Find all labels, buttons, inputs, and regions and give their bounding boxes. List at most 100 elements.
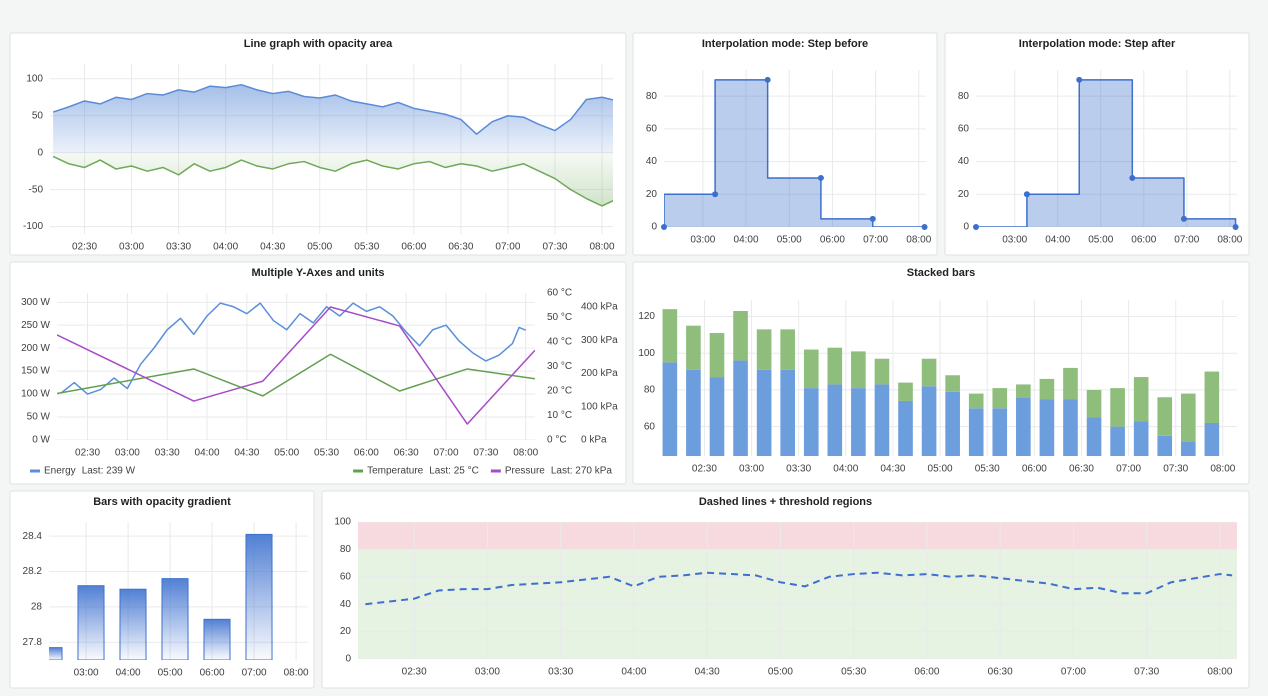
- y-tick-label: 0: [345, 654, 351, 665]
- y-tick-label: 100 W: [21, 389, 50, 400]
- data-point: [1129, 174, 1136, 181]
- y-tick-label: 60: [958, 124, 970, 135]
- bar: [77, 585, 105, 660]
- y-tick-label: 20: [340, 626, 352, 637]
- x-tick-label: 07:30: [542, 242, 567, 253]
- legend-item: Temperature Last: 25 °C: [353, 466, 479, 477]
- y-tick-label: 40: [646, 156, 658, 167]
- x-tick-label: 07:00: [495, 242, 520, 253]
- y-tick-label: 50 °C: [547, 312, 572, 323]
- y-tick-label: 60: [644, 421, 656, 432]
- data-point: [1232, 224, 1239, 230]
- y-tick-label: 0: [37, 147, 43, 158]
- y-tick-label: 80: [646, 91, 658, 102]
- bar: [161, 578, 189, 660]
- x-tick-label: 08:00: [1207, 667, 1232, 678]
- bar: [874, 384, 890, 456]
- y-tick-label: 0: [651, 222, 657, 233]
- x-tick-label: 03:00: [1002, 235, 1027, 246]
- bar: [780, 329, 795, 370]
- x-tick-label: 07:00: [434, 448, 459, 459]
- x-tick-label: 04:00: [116, 668, 141, 679]
- bar: [1180, 441, 1196, 456]
- x-tick-label: 04:00: [833, 464, 858, 475]
- bar: [1110, 426, 1125, 456]
- y-tick-label: 50: [32, 110, 44, 121]
- bar: [756, 369, 772, 456]
- y-tick-label: 150 W: [21, 366, 50, 377]
- y-tick-label: 28: [31, 602, 43, 613]
- bar: [662, 309, 678, 363]
- panel: [9, 261, 627, 485]
- y-tick-label: -50: [29, 184, 44, 195]
- x-tick-label: 06:00: [1131, 235, 1156, 246]
- x-tick-label: 03:30: [786, 464, 811, 475]
- bar: [851, 351, 866, 389]
- y-tick-label: 40 °C: [547, 337, 572, 348]
- x-tick-label: 05:30: [314, 448, 339, 459]
- bar: [898, 382, 913, 401]
- legend-value: Last: 239 W: [82, 466, 136, 477]
- y-tick-label: 10 °C: [547, 410, 572, 421]
- x-tick-label: 04:30: [695, 667, 720, 678]
- y-tick-label: 200 W: [21, 343, 50, 354]
- series-line: [52, 83, 613, 135]
- y-tick-label: 28.4: [23, 531, 43, 542]
- bar: [756, 329, 772, 370]
- y-tick-label: 50 W: [27, 412, 51, 423]
- panel: [944, 32, 1250, 256]
- x-tick-label: 03:30: [548, 667, 573, 678]
- bar: [921, 358, 937, 387]
- y-tick-label: 60: [646, 124, 658, 135]
- plot-area: [49, 522, 308, 660]
- x-tick-label: 06:30: [988, 667, 1013, 678]
- y-tick-label: 20: [958, 189, 970, 200]
- threshold-region: [358, 522, 1237, 550]
- x-tick-label: 05:00: [777, 235, 802, 246]
- legend-value: Last: 270 kPa: [551, 466, 613, 477]
- x-tick-label: 02:30: [692, 464, 717, 475]
- bar: [1016, 397, 1031, 456]
- area-fill: [976, 79, 1236, 227]
- data-point: [1023, 191, 1030, 198]
- bar: [1039, 399, 1055, 456]
- x-tick-label: 04:00: [1045, 235, 1070, 246]
- x-tick-label: 04:00: [621, 667, 646, 678]
- area-fill: [53, 152, 613, 206]
- x-tick-label: 03:00: [475, 667, 500, 678]
- y-tick-label: 0 °C: [547, 435, 567, 446]
- y-tick-label: 100: [26, 73, 43, 84]
- bar: [827, 347, 843, 385]
- data-point: [921, 224, 928, 230]
- y-tick-label: 80: [340, 544, 352, 555]
- series-line: [57, 353, 535, 397]
- x-tick-label: 06:00: [354, 448, 379, 459]
- x-tick-label: 04:00: [734, 235, 759, 246]
- x-tick-label: 07:00: [1174, 235, 1199, 246]
- bar: [1039, 378, 1055, 400]
- bar: [803, 349, 819, 389]
- y-tick-label: 28.2: [23, 566, 43, 577]
- bar: [780, 369, 795, 456]
- bar: [1110, 388, 1125, 427]
- x-tick-label: 06:00: [914, 667, 939, 678]
- bar: [803, 388, 819, 456]
- bar: [733, 311, 748, 361]
- legend-name: Pressure: [505, 466, 545, 477]
- bar: [49, 647, 63, 660]
- x-tick-label: 06:30: [394, 448, 419, 459]
- x-tick-label: 07:00: [242, 668, 267, 679]
- bar: [968, 408, 984, 456]
- x-tick-label: 05:00: [274, 448, 299, 459]
- x-tick-label: 07:00: [863, 235, 888, 246]
- bar: [709, 333, 725, 378]
- bar: [992, 388, 1008, 409]
- y-tick-label: 250 W: [21, 320, 50, 331]
- y-tick-label: 100: [334, 517, 351, 528]
- y-tick-label: 60 °C: [547, 288, 572, 299]
- panel: [632, 32, 938, 256]
- data-point: [869, 215, 876, 222]
- x-tick-label: 08:00: [590, 242, 615, 253]
- bar: [245, 533, 273, 660]
- y-tick-label: 300 W: [21, 297, 50, 308]
